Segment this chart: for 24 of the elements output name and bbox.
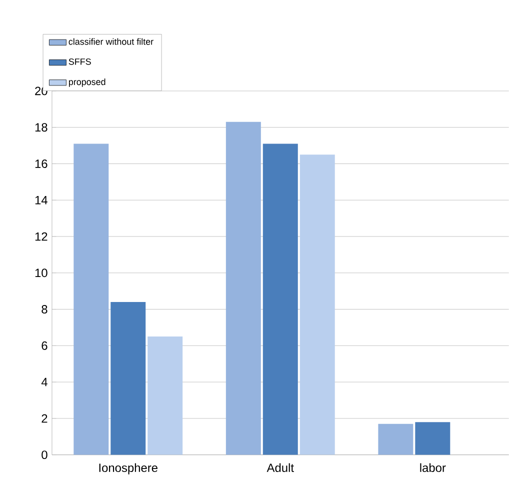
- legend-label: classifier without filter: [68, 38, 154, 45]
- legend-label: proposed: [68, 78, 106, 87]
- bar: [74, 144, 109, 455]
- bar: [262, 144, 298, 455]
- bar: [300, 154, 335, 455]
- bar: [110, 302, 146, 455]
- bar: [415, 422, 450, 455]
- y-tick-label: 0: [42, 450, 48, 460]
- bar: [148, 336, 183, 455]
- y-tick-label: 12: [35, 232, 48, 241]
- x-tick-label: labor: [420, 463, 446, 472]
- bar: [378, 424, 414, 455]
- bar: [226, 122, 261, 455]
- y-tick-label: 14: [35, 196, 48, 204]
- y-tick-label: 18: [35, 123, 48, 132]
- x-tick-label: Ionosphere: [99, 463, 158, 474]
- y-tick-label: 2: [42, 414, 48, 423]
- x-tick-label: Adult: [266, 463, 294, 472]
- y-tick-label: 6: [42, 342, 48, 350]
- y-tick-label: 4: [41, 378, 48, 386]
- y-tick-label: 10: [35, 268, 48, 278]
- y-tick-label: 8: [42, 305, 48, 314]
- y-tick-label: 16: [35, 160, 48, 168]
- legend-label: SFFS: [68, 58, 91, 65]
